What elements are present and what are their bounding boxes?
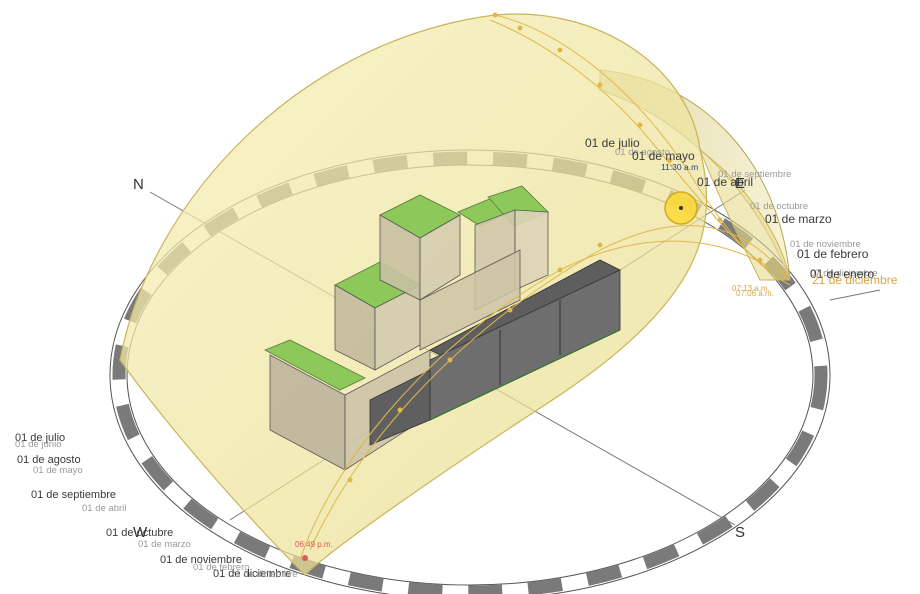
west-date-sep: 01 de septiembre xyxy=(31,489,116,501)
west-date-oct: 01 de octubre xyxy=(106,527,173,539)
east-date-dec21: 21 de diciembre xyxy=(812,273,898,287)
east-date-may: 01 de mayo xyxy=(632,149,695,163)
west-date-may: 01 de mayo xyxy=(33,465,83,476)
sunrise-time-label: 07:13 a.m. xyxy=(732,284,770,293)
west-date-jun: 01 de junio xyxy=(15,439,61,450)
compass-east-label: E xyxy=(735,175,745,192)
sunset-marker-icon xyxy=(302,555,308,561)
east-date-sep: 01 de septiembre xyxy=(718,169,791,180)
compass-north-label: N xyxy=(133,176,144,193)
compass-south-label: S xyxy=(735,524,745,541)
east-date-nov: 01 de noviembre xyxy=(790,239,861,250)
sun-path-points xyxy=(347,12,763,483)
west-date-mar: 01 de marzo xyxy=(138,539,191,550)
west-date-dec: 01 de diciembre xyxy=(213,568,291,580)
east-date-aug: 01 de agosto xyxy=(615,147,670,158)
east-date-jul: 01 de julio xyxy=(585,136,640,150)
east-date-mar: 01 de marzo xyxy=(765,212,832,226)
sunrise-time-label-2: 07:06 a.m. xyxy=(736,289,774,298)
east-date-dec7: 07 de diciembre xyxy=(810,268,878,279)
west-date-nov: 01 de noviembre xyxy=(160,554,242,566)
sun-time-label: 11:30 a.m xyxy=(661,162,698,172)
west-date-jul: 01 de julio xyxy=(15,432,65,444)
east-date-jan: 01 de enero xyxy=(810,267,874,281)
sun-icon[interactable] xyxy=(664,191,698,225)
east-date-oct: 01 de octubre xyxy=(750,201,808,212)
west-date-aug: 01 de agosto xyxy=(17,454,81,466)
west-date-apr: 01 de abril xyxy=(82,503,126,514)
sun-path-arcs xyxy=(299,14,791,561)
building-model xyxy=(264,185,621,471)
west-date-dec21: 21 de diciembre xyxy=(230,569,298,580)
west-date-feb: 01 de febrero xyxy=(193,562,250,573)
compass-west-label: W xyxy=(133,524,148,541)
east-date-feb: 01 de febrero xyxy=(797,247,869,261)
sunset-time-label: 06:49 p.m. xyxy=(295,540,333,549)
east-date-apr: 01 de abril xyxy=(697,175,753,189)
